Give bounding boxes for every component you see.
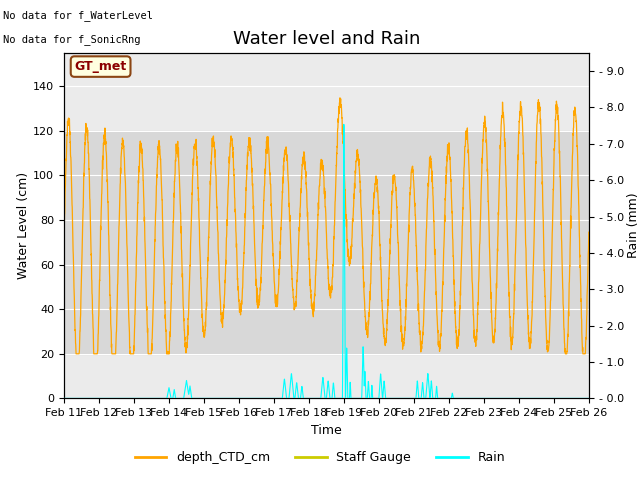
Title: Water level and Rain: Water level and Rain bbox=[233, 30, 420, 48]
Text: No data for f_WaterLevel: No data for f_WaterLevel bbox=[3, 10, 153, 21]
Legend: depth_CTD_cm, Staff Gauge, Rain: depth_CTD_cm, Staff Gauge, Rain bbox=[130, 446, 510, 469]
Bar bbox=[64, 131, 589, 354]
Y-axis label: Water Level (cm): Water Level (cm) bbox=[17, 172, 30, 279]
Text: No data for f_SonicRng: No data for f_SonicRng bbox=[3, 34, 141, 45]
Y-axis label: Rain (mm): Rain (mm) bbox=[627, 193, 639, 258]
X-axis label: Time: Time bbox=[311, 424, 342, 437]
Text: GT_met: GT_met bbox=[74, 60, 127, 73]
